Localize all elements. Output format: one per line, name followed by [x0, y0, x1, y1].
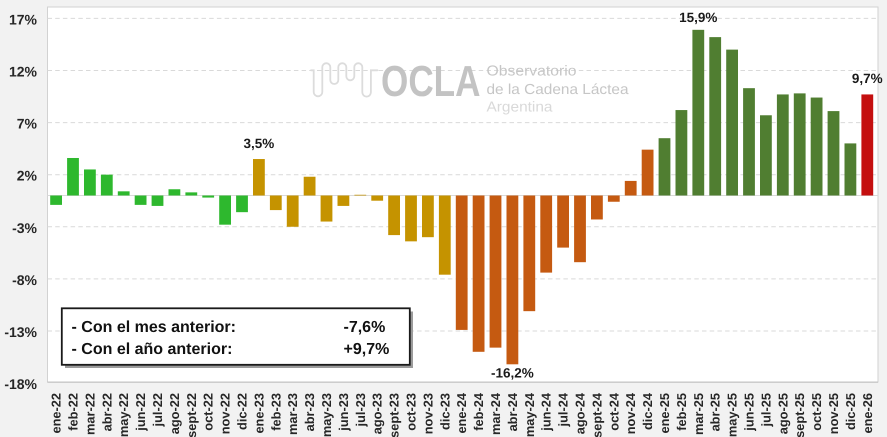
svg-text:-16,2%: -16,2%: [491, 366, 534, 381]
svg-text:jun-25: jun-25: [742, 393, 757, 432]
svg-text:dic-25: dic-25: [843, 393, 858, 430]
svg-text:12%: 12%: [9, 64, 38, 80]
svg-text:ene-24: ene-24: [454, 392, 469, 433]
svg-text:oct-23: oct-23: [404, 393, 419, 431]
svg-text:jun-22: jun-22: [133, 393, 148, 432]
svg-text:nov-23: nov-23: [420, 393, 435, 434]
svg-text:abr-24: abr-24: [505, 392, 520, 431]
svg-text:mar-24: mar-24: [488, 392, 503, 435]
svg-text:de la Cadena Láctea: de la Cadena Láctea: [487, 82, 630, 98]
svg-text:OCLA: OCLA: [381, 58, 481, 106]
svg-text:Observatorio: Observatorio: [487, 64, 577, 80]
svg-text:-18%: -18%: [4, 376, 37, 392]
svg-text:may-25: may-25: [725, 393, 740, 437]
svg-text:-8%: -8%: [12, 272, 37, 288]
svg-text:ene-26: ene-26: [860, 393, 875, 434]
svg-text:abr-25: abr-25: [708, 393, 723, 431]
svg-text:may-23: may-23: [319, 393, 334, 437]
svg-text:ene-25: ene-25: [657, 393, 672, 434]
svg-text:- Con el mes anterior:: - Con el mes anterior:: [72, 319, 236, 336]
svg-text:ene-22: ene-22: [49, 393, 64, 434]
svg-text:jul-25: jul-25: [758, 393, 773, 427]
svg-text:may-22: may-22: [116, 393, 131, 437]
svg-text:2%: 2%: [17, 168, 38, 184]
svg-text:3,5%: 3,5%: [244, 136, 275, 151]
svg-text:mar-25: mar-25: [691, 393, 706, 435]
svg-text:nov-22: nov-22: [218, 393, 233, 434]
svg-text:dic-23: dic-23: [437, 393, 452, 430]
svg-text:ago-24: ago-24: [573, 392, 588, 434]
svg-text:-3%: -3%: [12, 220, 37, 236]
svg-text:abr-22: abr-22: [99, 393, 114, 431]
svg-text:ago-25: ago-25: [775, 393, 790, 434]
svg-text:jun-24: jun-24: [539, 392, 554, 432]
svg-text:abr-23: abr-23: [302, 393, 317, 431]
svg-text:17%: 17%: [9, 11, 38, 27]
svg-text:ago-23: ago-23: [370, 393, 385, 434]
svg-text:nov-25: nov-25: [826, 393, 841, 434]
svg-text:feb-22: feb-22: [66, 393, 81, 431]
svg-text:feb-23: feb-23: [268, 393, 283, 431]
svg-text:+9,7%: +9,7%: [344, 341, 390, 358]
svg-text:mar-23: mar-23: [285, 393, 300, 435]
svg-text:jul-23: jul-23: [353, 393, 368, 427]
svg-text:oct-24: oct-24: [606, 392, 621, 431]
svg-text:-7,6%: -7,6%: [344, 319, 386, 336]
svg-text:jul-24: jul-24: [556, 392, 571, 427]
svg-text:oct-22: oct-22: [201, 393, 216, 431]
svg-text:9,7%: 9,7%: [852, 71, 883, 86]
svg-text:sept-24: sept-24: [589, 392, 604, 437]
svg-text:mar-22: mar-22: [82, 393, 97, 435]
svg-text:sept-22: sept-22: [184, 393, 199, 437]
svg-text:15,9%: 15,9%: [679, 10, 717, 25]
svg-text:nov-24: nov-24: [623, 392, 638, 434]
svg-text:oct-25: oct-25: [809, 393, 824, 431]
svg-text:-13%: -13%: [4, 324, 37, 340]
svg-text:7%: 7%: [17, 116, 38, 132]
svg-text:ago-22: ago-22: [167, 393, 182, 434]
svg-text:feb-25: feb-25: [674, 393, 689, 431]
svg-text:jul-22: jul-22: [150, 393, 165, 427]
svg-text:feb-24: feb-24: [471, 392, 486, 431]
svg-text:ene-23: ene-23: [251, 393, 266, 434]
svg-text:jun-23: jun-23: [336, 393, 351, 432]
svg-text:dic-24: dic-24: [640, 392, 655, 430]
svg-text:Argentina: Argentina: [487, 100, 554, 116]
svg-text:sept-25: sept-25: [792, 393, 807, 437]
svg-text:sept-23: sept-23: [387, 393, 402, 437]
svg-text:- Con el año anterior:: - Con el año anterior:: [72, 341, 233, 358]
svg-text:dic-22: dic-22: [235, 393, 250, 430]
svg-text:may-24: may-24: [522, 392, 537, 437]
